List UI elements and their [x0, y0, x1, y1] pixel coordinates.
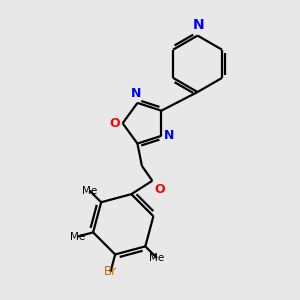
- Text: N: N: [131, 87, 141, 100]
- Text: Me: Me: [82, 186, 97, 196]
- Text: O: O: [110, 117, 120, 130]
- Text: O: O: [155, 183, 165, 196]
- Text: Br: Br: [104, 265, 117, 278]
- Text: N: N: [164, 129, 175, 142]
- Text: Me: Me: [70, 232, 85, 242]
- Text: Me: Me: [149, 253, 164, 263]
- Text: N: N: [193, 18, 205, 32]
